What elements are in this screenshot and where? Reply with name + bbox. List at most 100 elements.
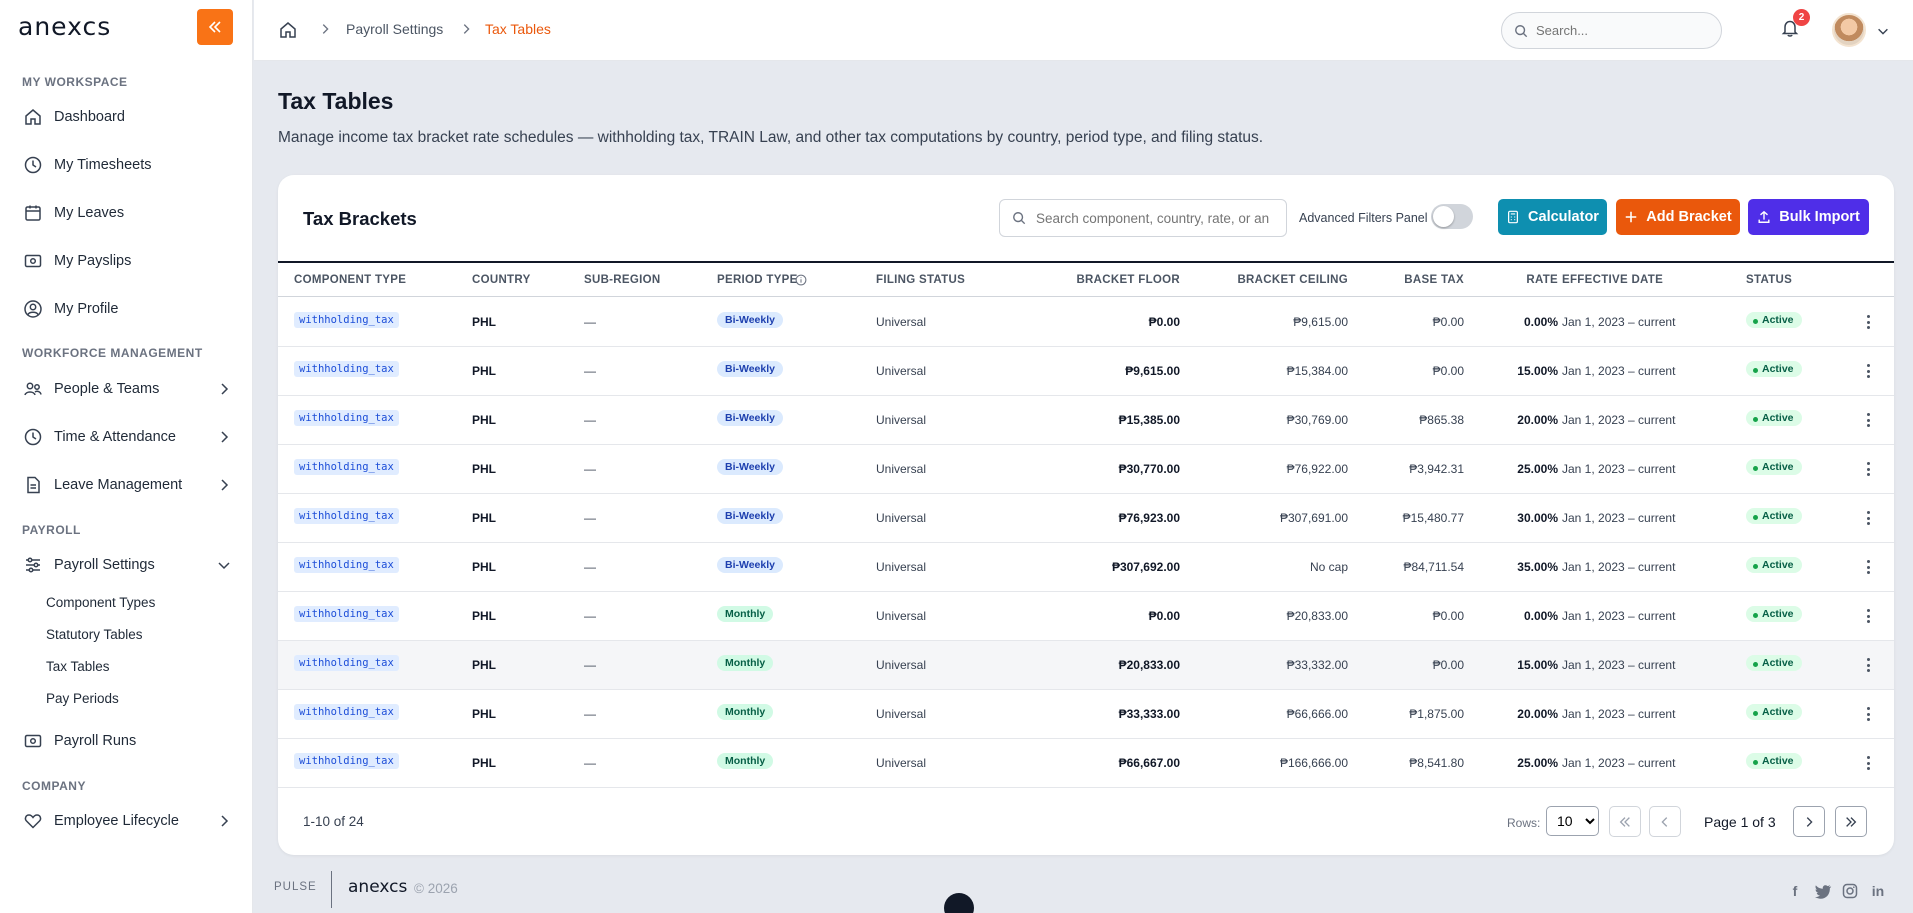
component-type-chip: withholding_tax [294,557,399,573]
row-actions-kebab-icon[interactable] [1863,508,1873,528]
table-row[interactable]: withholding_tax PHL — Monthly Universal ₱0.00… [278,592,1894,641]
kebab-dot [1866,571,1870,574]
pagination-range: 1-10 of 24 [303,814,364,829]
sidebar-item-payroll-runs[interactable]: Payroll Runs [22,726,232,756]
advanced-filters-toggle[interactable] [1431,204,1473,229]
table-row[interactable]: withholding_tax PHL — Monthly Universal ₱66,6… [278,739,1894,788]
calculator-button[interactable]: Calculator [1498,199,1607,235]
breadcrumb-tax-tables: Tax Tables [485,21,551,37]
instagram-icon[interactable] [1841,882,1859,900]
col-sub-region[interactable]: SUB-REGION [584,274,661,286]
component-type-chip: withholding_tax [294,410,399,426]
sidebar-item-people-teams[interactable]: People & Teams [22,374,232,404]
table-row[interactable]: withholding_tax PHL — Monthly Universal ₱20,8… [278,641,1894,690]
facebook-icon[interactable]: f [1792,883,1798,899]
col-rate[interactable]: RATE [1526,274,1558,286]
last-page-button[interactable] [1835,806,1867,837]
col-base-tax[interactable]: BASE TAX [1404,274,1464,286]
sidebar-item-dashboard[interactable]: Dashboard [22,102,232,132]
sidebar-item-timesheets[interactable]: My Timesheets [22,150,232,180]
table-search-input[interactable] [1036,210,1276,226]
col-period-type[interactable]: PERIOD TYPE [717,274,798,286]
payslip-icon [22,250,44,272]
collapse-sidebar-button[interactable] [197,9,233,45]
row-actions-kebab-icon[interactable] [1863,753,1873,773]
heart-icon [22,810,44,832]
sub-region-cell: — [584,413,596,427]
twitter-icon[interactable] [1814,882,1832,900]
linkedin-icon[interactable]: in [1871,883,1885,899]
sidebar-item-time-attendance[interactable]: Time & Attendance [22,422,232,452]
row-actions-kebab-icon[interactable] [1863,704,1873,724]
bulk-import-button[interactable]: Bulk Import [1748,199,1869,235]
period-type-badge: Monthly [717,606,774,622]
col-bracket-ceiling[interactable]: BRACKET CEILING [1237,274,1348,286]
col-effective-date[interactable]: EFFECTIVE DATE [1562,274,1664,286]
ceiling-cell: ₱33,332.00 [1286,658,1348,672]
sub-region-cell: — [584,756,596,770]
period-type-badge: Monthly [717,704,774,720]
col-status[interactable]: STATUS [1746,274,1793,286]
first-page-button[interactable] [1609,806,1641,837]
status-badge: Active [1746,410,1802,426]
sidebar-item-payroll-settings[interactable]: Payroll Settings [22,550,232,580]
breadcrumb-payroll-settings[interactable]: Payroll Settings [346,21,444,37]
next-page-button[interactable] [1793,806,1825,837]
sidebar-subitem-pay-periods[interactable]: Pay Periods [46,691,119,706]
status-badge: Active [1746,459,1802,475]
rows-per-page-select[interactable]: 10 [1546,806,1599,836]
component-type-chip: withholding_tax [294,459,399,475]
status-badge: Active [1746,606,1802,622]
sidebar-item-leaves[interactable]: My Leaves [22,198,232,228]
sidebar-subitem-statutory-tables[interactable]: Statutory Tables [46,627,143,642]
col-component-type[interactable]: COMPONENT TYPE [294,274,407,286]
prev-page-button[interactable] [1649,806,1681,837]
row-actions-kebab-icon[interactable] [1863,361,1873,381]
home-icon[interactable] [278,20,298,40]
sidebar-subitem-component-types[interactable]: Component Types [46,595,156,610]
user-avatar[interactable] [1832,13,1866,47]
table-row[interactable]: withholding_tax PHL — Bi-Weekly Universal ₱30… [278,445,1894,494]
sidebar-item-employee-lifecycle[interactable]: Employee Lifecycle [22,806,232,836]
col-filing-status[interactable]: FILING STATUS [876,274,966,286]
period-type-badge: Monthly [717,655,774,671]
sidebar-item-leave-management[interactable]: Leave Management [22,470,232,500]
kebab-dot [1866,462,1870,465]
footer-divider [331,871,332,908]
table-row[interactable]: withholding_tax PHL — Bi-Weekly Universal ₱0.… [278,298,1894,347]
kebab-dot [1866,565,1870,569]
info-icon[interactable] [795,274,807,286]
table-search[interactable] [999,199,1287,237]
table-row[interactable]: withholding_tax PHL — Bi-Weekly Universal ₱30… [278,543,1894,592]
row-actions-kebab-icon[interactable] [1863,557,1873,577]
app-logo[interactable]: anexcs [18,12,112,41]
country-cell: PHL [472,511,496,525]
col-bracket-floor[interactable]: BRACKET FLOOR [1076,274,1180,286]
kebab-dot [1866,614,1870,618]
row-actions-kebab-icon[interactable] [1863,312,1873,332]
sidebar-item-payslips[interactable]: My Payslips [22,246,232,276]
row-actions-kebab-icon[interactable] [1863,655,1873,675]
row-actions-kebab-icon[interactable] [1863,606,1873,626]
sidebar-item-label: Employee Lifecycle [54,813,179,829]
row-actions-kebab-icon[interactable] [1863,459,1873,479]
sidebar-item-profile[interactable]: My Profile [22,294,232,324]
table-row[interactable]: withholding_tax PHL — Bi-Weekly Universal ₱15… [278,396,1894,445]
component-type-chip: withholding_tax [294,361,399,377]
bell-icon[interactable] [1780,18,1800,38]
filing-status-cell: Universal [876,511,927,525]
global-search[interactable] [1501,12,1722,49]
sidebar-subitem-tax-tables[interactable]: Tax Tables [46,659,110,674]
add-bracket-button[interactable]: Add Bracket [1616,199,1740,235]
col-country[interactable]: COUNTRY [472,274,531,286]
table-row[interactable]: withholding_tax PHL — Bi-Weekly Universal ₱9,… [278,347,1894,396]
table-row[interactable]: withholding_tax PHL — Bi-Weekly Universal ₱76… [278,494,1894,543]
section-label-company: COMPANY [22,779,86,793]
chevron-down-icon[interactable] [1876,24,1890,38]
table-row[interactable]: withholding_tax PHL — Monthly Universal ₱33,3… [278,690,1894,739]
chevron-right-icon [221,815,229,827]
row-actions-kebab-icon[interactable] [1863,410,1873,430]
floating-action-button[interactable] [944,893,974,913]
kebab-dot [1866,320,1870,324]
global-search-input[interactable] [1536,23,1696,38]
